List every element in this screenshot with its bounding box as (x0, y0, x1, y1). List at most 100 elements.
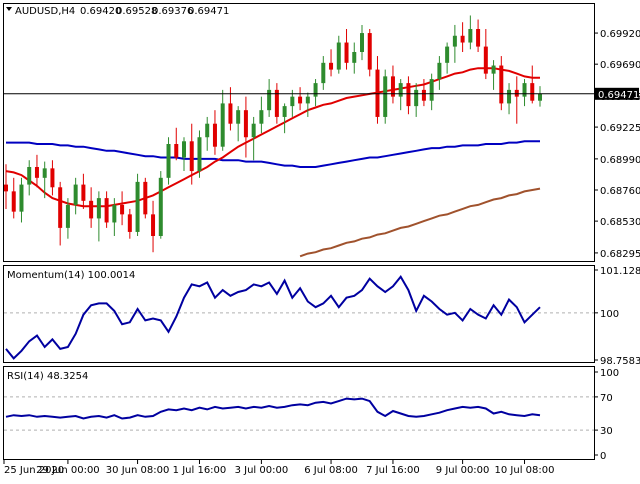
candle-bull (251, 116, 256, 161)
candle-body (445, 46, 450, 63)
candle-body (530, 83, 535, 101)
candle-bull (42, 161, 47, 199)
momentum-axis: 101.1283 100 98.7583 (4, 266, 640, 367)
candle-body (251, 123, 256, 138)
price-tick-label: 0.68990 (600, 155, 640, 166)
candle-bull (360, 24, 364, 61)
candle-bear (483, 29, 488, 80)
candle-body (27, 167, 32, 185)
candle-body (120, 204, 125, 215)
candle-body (81, 184, 86, 201)
price-axis: 0.699200.696900.694550.692250.689900.687… (594, 29, 640, 260)
candle-body (174, 144, 179, 158)
candle-body (421, 89, 426, 101)
candle-bull (166, 137, 171, 185)
candle-body (182, 141, 186, 158)
candle-bear (514, 76, 519, 124)
candle-body (344, 42, 349, 63)
candle-body (112, 204, 117, 223)
candle-body (305, 96, 310, 104)
momentum-panel-frame (3, 265, 595, 363)
candle-bear (274, 83, 279, 124)
candle-body (375, 69, 380, 117)
price-tick-label: 0.69920 (600, 29, 640, 40)
candle-bull (236, 106, 241, 142)
candle-body (507, 89, 512, 104)
candle-bear (406, 76, 411, 115)
candle-body (228, 103, 233, 124)
candle-bear (189, 123, 194, 185)
candlesticks (4, 15, 542, 253)
rsi-tick-label: 30 (600, 426, 613, 437)
candle-bull (352, 42, 357, 74)
candle-bull (290, 89, 295, 117)
candle-bear (367, 29, 372, 77)
momentum-label: Momentum(14) 100.0014 (7, 270, 135, 281)
symbol-timeframe: AUDUSD,H4 (15, 6, 75, 17)
candle-bull (205, 116, 210, 151)
candle-body (127, 214, 132, 232)
candle-bull (468, 15, 473, 50)
sma-slow-line (299, 187, 541, 258)
rsi-tick-label: 70 (600, 393, 613, 404)
candle-body (96, 198, 101, 219)
candle-bear (174, 127, 179, 161)
candle-body (476, 29, 481, 47)
candle-bull (538, 86, 542, 107)
candle-body (522, 83, 527, 97)
candle-bull (398, 79, 403, 111)
time-tick-label: 30 Jun 08:00 (106, 465, 170, 476)
candle-body (460, 35, 465, 43)
candle-bear (151, 200, 156, 253)
sma-mid-line (6, 140, 540, 168)
candle-body (135, 181, 140, 232)
candle-body (58, 187, 63, 228)
momentum-tick-label: 100 (600, 309, 619, 320)
candle-body (205, 123, 210, 138)
triangle-down-icon[interactable] (6, 7, 12, 11)
momentum-tick-label: 98.7583 (600, 356, 640, 367)
candle-body (236, 110, 241, 124)
candle-bull (437, 56, 442, 90)
candle-body (298, 96, 303, 104)
candle-body (197, 137, 202, 172)
candle-body (367, 33, 372, 70)
candle-bear (476, 19, 481, 52)
candle-bear (34, 154, 39, 188)
candle-body (390, 76, 395, 97)
candle-body (491, 65, 496, 74)
candle-body (437, 62, 442, 80)
candle-bear (81, 173, 86, 209)
candle-bear (460, 22, 465, 52)
candle-body (274, 89, 279, 117)
candle-body (34, 167, 39, 178)
candle-body (158, 177, 163, 236)
candle-bull (445, 42, 450, 74)
candle-bull (522, 79, 527, 107)
candle-bull (452, 24, 457, 63)
candle-bear (212, 110, 217, 155)
candle-bull (414, 83, 419, 117)
candle-bear (499, 56, 504, 111)
price-tick-label: 0.68295 (600, 249, 640, 260)
candle-bear (375, 56, 380, 124)
candle-body (89, 200, 94, 219)
candle-bull (19, 177, 24, 223)
candle-body (50, 168, 55, 188)
candle-body (11, 191, 16, 212)
candle-bear (344, 29, 349, 70)
candle-body (166, 144, 171, 178)
candle-bear (329, 49, 334, 77)
candle-bull (282, 103, 287, 134)
price-tick-label: 0.69225 (600, 123, 640, 134)
momentum-tick-label: 101.1283 (600, 266, 640, 277)
candle-body (429, 79, 434, 101)
candle-bull (429, 73, 434, 111)
time-tick-label: 7 Jul 16:00 (366, 465, 420, 476)
rsi-axis: 100 70 30 0 (4, 368, 619, 462)
candle-bear (120, 191, 125, 226)
candle-body (73, 184, 78, 205)
